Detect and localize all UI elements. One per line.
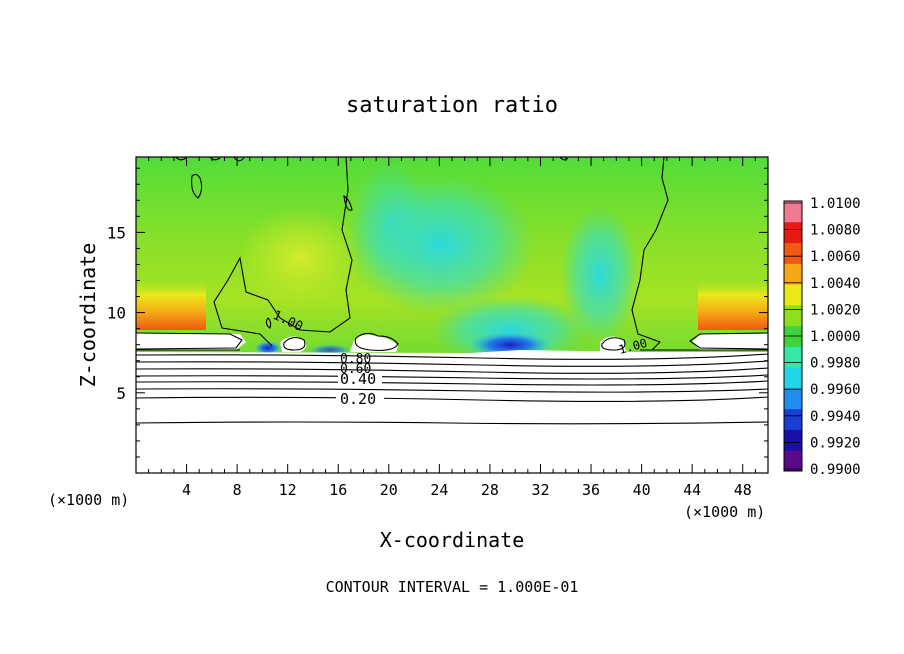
y-tick-label: 5 bbox=[116, 384, 126, 403]
colorbar-swatch bbox=[784, 367, 802, 389]
colorbar: 1.0100 1.0080 1.0060 1.0040 1.0020 1.0000 0.99… bbox=[783, 196, 861, 478]
colorbar-label: 1.0060 bbox=[810, 249, 861, 265]
colorbar-swatch bbox=[784, 284, 802, 306]
colorbar-label: 1.0080 bbox=[810, 223, 861, 239]
contour-lines bbox=[135, 156, 769, 425]
colorbar-swatch bbox=[784, 201, 802, 223]
x-tick-label: 8 bbox=[233, 481, 242, 499]
colorbar-swatch bbox=[784, 346, 802, 368]
chart-title: saturation ratio bbox=[346, 93, 558, 118]
x-tick-label: 44 bbox=[683, 481, 701, 499]
colorbar-label: 0.9900 bbox=[810, 462, 861, 478]
x-tick-label: 36 bbox=[582, 481, 600, 499]
y-axis-label: Z-coordinate bbox=[76, 243, 100, 388]
colorbar-label: 1.0020 bbox=[810, 302, 861, 318]
x-axis: 4 8 12 16 20 24 28 32 36 40 44 48 bbox=[148, 157, 756, 499]
colorbar-swatch bbox=[784, 429, 802, 451]
colorbar-label: 1.0100 bbox=[810, 196, 861, 212]
colorbar-label: 0.9940 bbox=[810, 409, 861, 425]
x-tick-label: 28 bbox=[481, 481, 499, 499]
x-tick-label: 24 bbox=[430, 481, 448, 499]
contour-label: 0.80 bbox=[340, 352, 371, 367]
x-unit-label: (×1000 m) bbox=[48, 491, 129, 509]
heatmap-field bbox=[136, 157, 768, 473]
x-tick-label: 40 bbox=[633, 481, 651, 499]
x-tick-label: 16 bbox=[329, 481, 347, 499]
colorbar-swatch bbox=[784, 387, 802, 410]
y-unit-label: (×1000 m) bbox=[684, 503, 765, 521]
x-tick-label: 32 bbox=[531, 481, 549, 499]
colorbar-label: 0.9960 bbox=[810, 382, 861, 398]
x-axis-label: X-coordinate bbox=[380, 528, 525, 552]
x-tick-label: 48 bbox=[734, 481, 752, 499]
y-tick-label: 10 bbox=[107, 304, 126, 323]
y-axis: 5 10 15 bbox=[107, 167, 768, 458]
colorbar-label: 0.9980 bbox=[810, 356, 861, 372]
colorbar-swatch bbox=[784, 242, 802, 264]
colorbar-label: 1.0040 bbox=[810, 276, 861, 292]
colorbar-swatch bbox=[784, 221, 802, 244]
contour-label: 0.40 bbox=[340, 370, 376, 388]
colorbar-label: 1.0000 bbox=[810, 329, 861, 345]
x-tick-label: 4 bbox=[182, 481, 191, 499]
colorbar-swatch bbox=[784, 304, 802, 327]
colorbar-label: 0.9920 bbox=[810, 435, 861, 451]
colorbar-swatch bbox=[784, 263, 802, 285]
contour-label: 0.20 bbox=[340, 390, 376, 408]
x-tick-label: 12 bbox=[279, 481, 297, 499]
y-tick-label: 15 bbox=[107, 223, 126, 242]
colorbar-swatch bbox=[784, 450, 802, 472]
contour-label: 0.60 bbox=[340, 362, 371, 377]
colorbar-swatch bbox=[784, 408, 802, 430]
footer-note: CONTOUR INTERVAL = 1.000E-01 bbox=[326, 578, 579, 596]
x-tick-label: 20 bbox=[380, 481, 398, 499]
